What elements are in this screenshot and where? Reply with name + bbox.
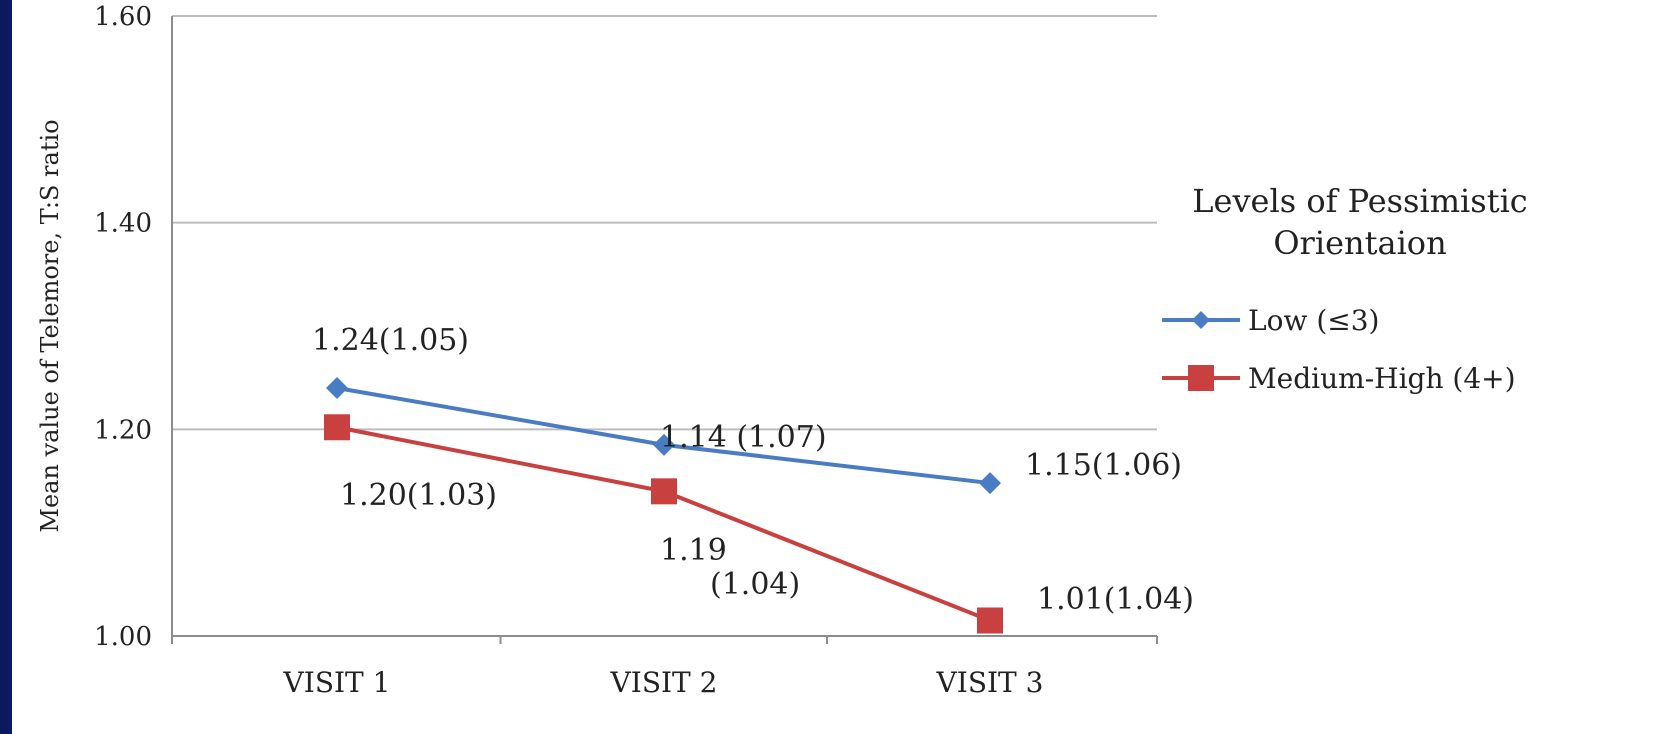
x-tick-labels: VISIT 1 VISIT 2 VISIT 3 (283, 666, 1044, 699)
x-tick-label: VISIT 1 (283, 666, 391, 699)
data-point (324, 414, 350, 441)
legend: Levels of Pessimistic Orientaion Low (≤3) M… (1162, 182, 1528, 395)
series-group (324, 377, 1003, 634)
data-label: 1.15(1.06) (1025, 448, 1182, 483)
series-line (336, 425, 991, 623)
data-point (653, 433, 675, 456)
x-tick-label: VISIT 3 (936, 666, 1044, 699)
y-tick-label: 1.40 (94, 209, 152, 239)
chart-frame: 1.00 1.20 1.40 1.60 VISIT 1 VISIT 2 VISIT 3 M… (12, 0, 1675, 734)
data-point (977, 607, 1003, 634)
data-label: 1.24(1.05) (312, 323, 469, 358)
legend-title: Levels of Pessimistic (1192, 182, 1527, 220)
data-label: 1.01(1.04) (1037, 582, 1194, 617)
y-tick-label: 1.60 (94, 2, 152, 32)
y-tick-labels: 1.00 1.20 1.40 1.60 (94, 2, 152, 652)
legend-title: Orientaion (1273, 224, 1446, 262)
gridlines (172, 15, 1157, 431)
x-tick-label: VISIT 2 (610, 666, 718, 699)
data-label: 1.19 (1.04) (660, 533, 800, 602)
legend-entry: Low (≤3) (1248, 304, 1379, 337)
data-point (326, 377, 348, 399)
data-label: 1.14 (1.07) (660, 420, 827, 455)
data-point (651, 478, 677, 505)
legend-entry: Medium-High (4+) (1248, 362, 1516, 395)
legend-marker (1188, 365, 1214, 391)
data-labels: 1.24(1.05) 1.14 (1.07) 1.15(1.06) 1.20(1.03… (312, 323, 1194, 617)
y-axis-label: Mean value of Telemore, T:S ratio (36, 119, 64, 532)
data-label: 1.20(1.03) (340, 478, 497, 513)
data-point (979, 472, 1001, 495)
y-tick-label: 1.00 (94, 622, 152, 652)
legend-marker (1192, 311, 1210, 329)
line-chart: 1.00 1.20 1.40 1.60 VISIT 1 VISIT 2 VISIT 3 M… (36, 2, 1528, 699)
y-tick-label: 1.20 (94, 415, 152, 445)
axes (171, 16, 1158, 644)
